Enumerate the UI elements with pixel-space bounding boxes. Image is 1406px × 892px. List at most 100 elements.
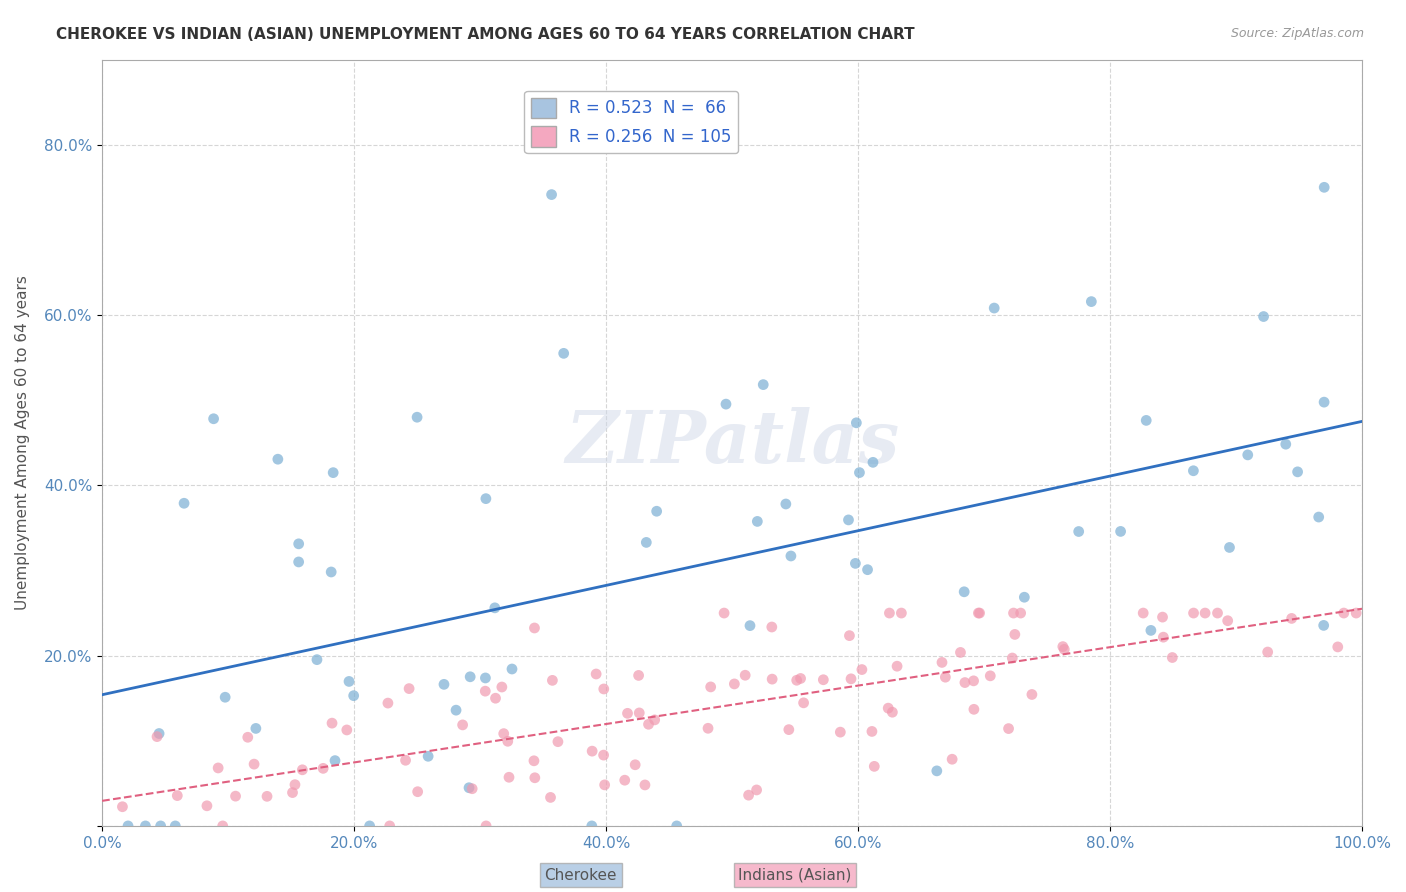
Point bbox=[1004, 627, 1026, 641]
Point bbox=[195, 798, 218, 813]
Point bbox=[501, 662, 523, 676]
Point bbox=[747, 515, 769, 529]
Point bbox=[461, 781, 484, 796]
Point bbox=[475, 491, 498, 506]
Point bbox=[581, 819, 603, 833]
Point bbox=[541, 673, 564, 688]
Point bbox=[778, 723, 800, 737]
Point bbox=[665, 819, 688, 833]
Point bbox=[243, 757, 266, 772]
Point bbox=[628, 706, 651, 720]
Point bbox=[1312, 618, 1334, 632]
Point bbox=[523, 754, 546, 768]
Point bbox=[451, 718, 474, 732]
Point bbox=[1333, 606, 1355, 620]
Point bbox=[540, 790, 562, 805]
Point bbox=[321, 716, 343, 731]
Point bbox=[593, 778, 616, 792]
Point bbox=[1067, 524, 1090, 539]
Point bbox=[934, 670, 956, 684]
Point bbox=[624, 757, 647, 772]
Point bbox=[418, 749, 440, 764]
Point bbox=[458, 780, 481, 795]
Point bbox=[737, 788, 759, 802]
Point bbox=[775, 497, 797, 511]
Point bbox=[1313, 180, 1336, 194]
Point bbox=[1308, 510, 1330, 524]
Point bbox=[492, 726, 515, 740]
Point bbox=[752, 377, 775, 392]
Point bbox=[1002, 606, 1025, 620]
Point bbox=[322, 466, 344, 480]
Point bbox=[1080, 294, 1102, 309]
Point bbox=[1216, 614, 1239, 628]
Point bbox=[305, 653, 328, 667]
Point bbox=[1140, 624, 1163, 638]
Point bbox=[644, 713, 666, 727]
Point bbox=[714, 397, 737, 411]
Point bbox=[592, 748, 614, 763]
Point bbox=[287, 537, 309, 551]
Point bbox=[394, 753, 416, 767]
Point bbox=[321, 565, 343, 579]
Point bbox=[585, 667, 607, 681]
Point bbox=[166, 789, 188, 803]
Point bbox=[780, 549, 803, 563]
Point bbox=[761, 672, 783, 686]
Point bbox=[523, 621, 546, 635]
Point bbox=[149, 819, 172, 833]
Point bbox=[761, 620, 783, 634]
Point bbox=[969, 606, 991, 620]
Point bbox=[484, 600, 506, 615]
Point bbox=[793, 696, 815, 710]
Point bbox=[1194, 606, 1216, 620]
Point bbox=[323, 754, 346, 768]
Point bbox=[863, 759, 886, 773]
Point bbox=[1132, 606, 1154, 620]
Point bbox=[406, 410, 429, 425]
Point bbox=[738, 618, 761, 632]
Point bbox=[699, 680, 721, 694]
Point bbox=[146, 730, 169, 744]
Point bbox=[786, 673, 808, 688]
Point bbox=[1206, 606, 1229, 620]
Point bbox=[1152, 610, 1174, 624]
Text: Cherokee: Cherokee bbox=[544, 868, 617, 882]
Point bbox=[1281, 611, 1303, 625]
Point bbox=[337, 674, 360, 689]
Point bbox=[713, 606, 735, 620]
Point bbox=[1236, 448, 1258, 462]
Point bbox=[1346, 606, 1368, 620]
Point bbox=[547, 734, 569, 748]
Point bbox=[963, 702, 986, 716]
Point bbox=[117, 819, 139, 833]
Point bbox=[148, 726, 170, 740]
Point bbox=[949, 645, 972, 659]
Point bbox=[165, 819, 187, 833]
Point bbox=[953, 675, 976, 690]
Point bbox=[1182, 606, 1205, 620]
Point bbox=[967, 606, 990, 620]
Point bbox=[851, 663, 873, 677]
Point bbox=[613, 773, 636, 788]
Point bbox=[291, 763, 314, 777]
Point bbox=[378, 819, 401, 833]
Text: ZIPatlas: ZIPatlas bbox=[565, 408, 898, 478]
Point bbox=[813, 673, 835, 687]
Text: Indians (Asian): Indians (Asian) bbox=[738, 868, 852, 882]
Point bbox=[491, 680, 513, 694]
Point bbox=[433, 677, 456, 691]
Point bbox=[1274, 437, 1296, 451]
Point bbox=[844, 557, 866, 571]
Point bbox=[953, 584, 976, 599]
Point bbox=[398, 681, 420, 696]
Point bbox=[343, 689, 366, 703]
Point bbox=[458, 670, 481, 684]
Point bbox=[581, 744, 603, 758]
Point bbox=[523, 771, 546, 785]
Legend: R = 0.523  N =  66, R = 0.256  N = 105: R = 0.523 N = 66, R = 0.256 N = 105 bbox=[524, 91, 738, 153]
Point bbox=[645, 504, 668, 518]
Point bbox=[1286, 465, 1309, 479]
Point bbox=[336, 723, 359, 737]
Point bbox=[1109, 524, 1132, 539]
